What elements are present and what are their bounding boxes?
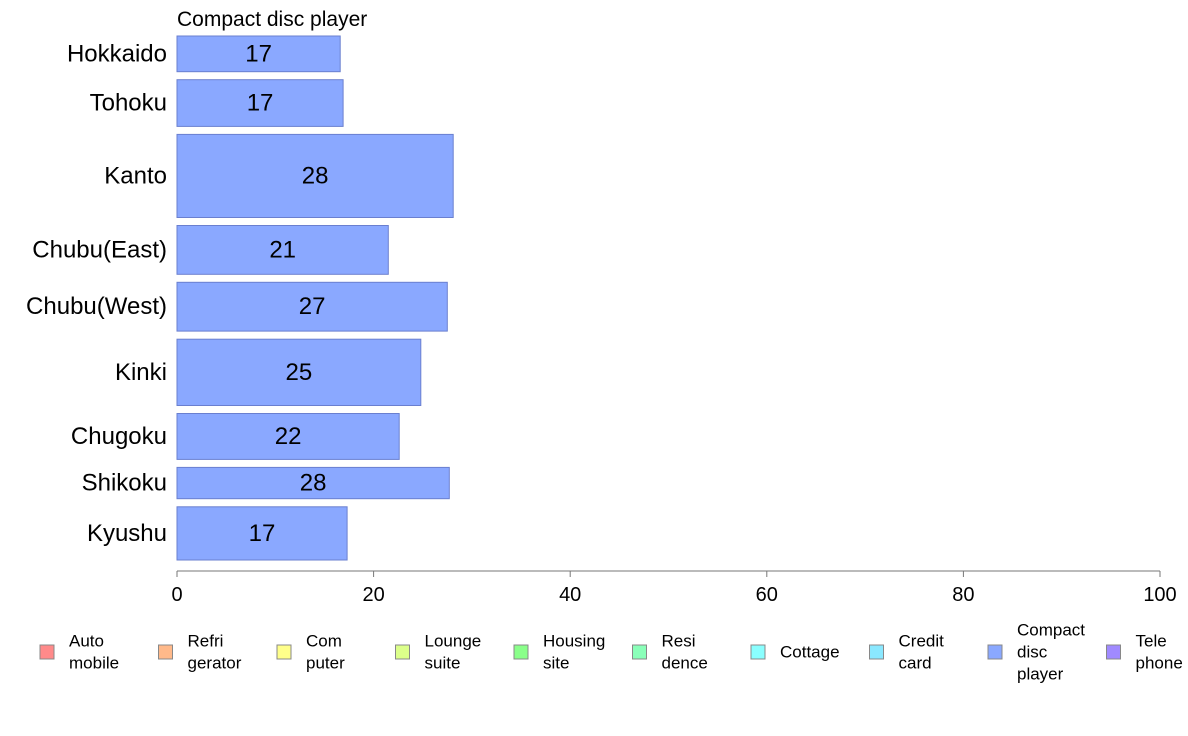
legend-item: Cottage bbox=[750, 643, 840, 662]
legend-item: Compact disc player bbox=[987, 621, 1085, 684]
bar-value-label: 25 bbox=[286, 359, 313, 386]
x-tick-label: 0 bbox=[171, 584, 182, 606]
bar-hokkaido bbox=[176, 35, 341, 73]
bar-value-label: 17 bbox=[245, 40, 272, 67]
legend-swatch bbox=[1106, 644, 1121, 660]
legend-label: Lounge bbox=[425, 632, 482, 651]
legend-label: Resi bbox=[662, 632, 696, 651]
bar-value-label: 21 bbox=[269, 236, 296, 263]
legend-swatch bbox=[39, 644, 55, 660]
category-label: Tohoku bbox=[90, 90, 167, 117]
chart-title: Compact disc player bbox=[177, 8, 367, 31]
bar-value-label: 22 bbox=[275, 423, 302, 450]
category-label: Hokkaido bbox=[67, 40, 167, 67]
bar-shikoku bbox=[176, 466, 450, 500]
legend-swatch bbox=[276, 644, 292, 660]
legend-label: dence bbox=[662, 654, 708, 673]
bar-value-label: 28 bbox=[302, 162, 329, 189]
legend-item: Tele phone bbox=[1106, 632, 1183, 673]
legend-label: Tele bbox=[1136, 632, 1167, 651]
bar-value-label: 17 bbox=[249, 520, 276, 547]
bar-chugoku bbox=[176, 413, 400, 460]
legend-label: disc bbox=[1017, 643, 1048, 662]
legend-label: Auto bbox=[69, 632, 104, 651]
legend-label: suite bbox=[425, 654, 461, 673]
x-tick-label: 100 bbox=[1143, 584, 1176, 606]
bars-group: Hokkaido 17 Tohoku 17 Kanto 28 Chubu(East) 21 Ch… bbox=[26, 35, 454, 561]
category-label: Shikoku bbox=[82, 470, 167, 497]
legend-label: Housing bbox=[543, 632, 605, 651]
legend-item: Housing site bbox=[513, 632, 605, 673]
category-label: Chubu(West) bbox=[26, 293, 167, 320]
legend-label: Cottage bbox=[780, 643, 840, 662]
legend-label: site bbox=[543, 654, 569, 673]
bar-chubu-east- bbox=[176, 225, 389, 275]
bar-kyushu bbox=[176, 506, 348, 561]
legend-item: Credit card bbox=[869, 632, 945, 673]
bar-kanto bbox=[176, 133, 454, 218]
bar-value-label: 27 bbox=[299, 293, 326, 320]
bar-value-label: 28 bbox=[300, 470, 327, 497]
category-label: Kinki bbox=[115, 359, 167, 386]
x-tick-label: 40 bbox=[559, 584, 581, 606]
category-label: Chugoku bbox=[71, 423, 167, 450]
legend-swatch bbox=[987, 644, 1003, 660]
legend: Auto mobile Refri gerator Com puter Lounge suit… bbox=[39, 621, 1183, 684]
legend-item: Auto mobile bbox=[39, 632, 119, 673]
legend-swatch bbox=[750, 644, 766, 660]
legend-label: player bbox=[1017, 665, 1064, 684]
legend-swatch bbox=[632, 644, 647, 660]
x-tick-label: 80 bbox=[952, 584, 974, 606]
legend-item: Lounge suite bbox=[395, 632, 482, 673]
legend-label: phone bbox=[1136, 654, 1183, 673]
category-label: Kanto bbox=[104, 162, 167, 189]
legend-item: Resi dence bbox=[632, 632, 708, 673]
bar-chubu-west- bbox=[176, 281, 448, 332]
legend-item: Refri gerator bbox=[158, 632, 242, 673]
legend-swatch bbox=[158, 644, 173, 660]
legend-label: gerator bbox=[188, 654, 242, 673]
legend-label: Refri bbox=[188, 632, 224, 651]
bar-kinki bbox=[176, 338, 422, 407]
legend-swatch bbox=[395, 644, 410, 660]
legend-label: mobile bbox=[69, 654, 119, 673]
category-label: Kyushu bbox=[87, 520, 167, 547]
bar-value-label: 17 bbox=[247, 90, 274, 117]
x-tick-label: 60 bbox=[756, 584, 778, 606]
legend-label: Credit bbox=[899, 632, 945, 651]
legend-swatch bbox=[513, 644, 529, 660]
x-tick-label: 20 bbox=[362, 584, 384, 606]
legend-label: Compact bbox=[1017, 621, 1085, 640]
legend-label: card bbox=[899, 654, 932, 673]
legend-swatch bbox=[869, 644, 884, 660]
x-axis: 0 20 40 60 80 100 bbox=[171, 570, 1177, 606]
legend-label: puter bbox=[306, 654, 345, 673]
legend-item: Com puter bbox=[276, 632, 345, 673]
bar-tohoku bbox=[176, 79, 344, 127]
legend-label: Com bbox=[306, 632, 342, 651]
category-label: Chubu(East) bbox=[32, 236, 167, 263]
